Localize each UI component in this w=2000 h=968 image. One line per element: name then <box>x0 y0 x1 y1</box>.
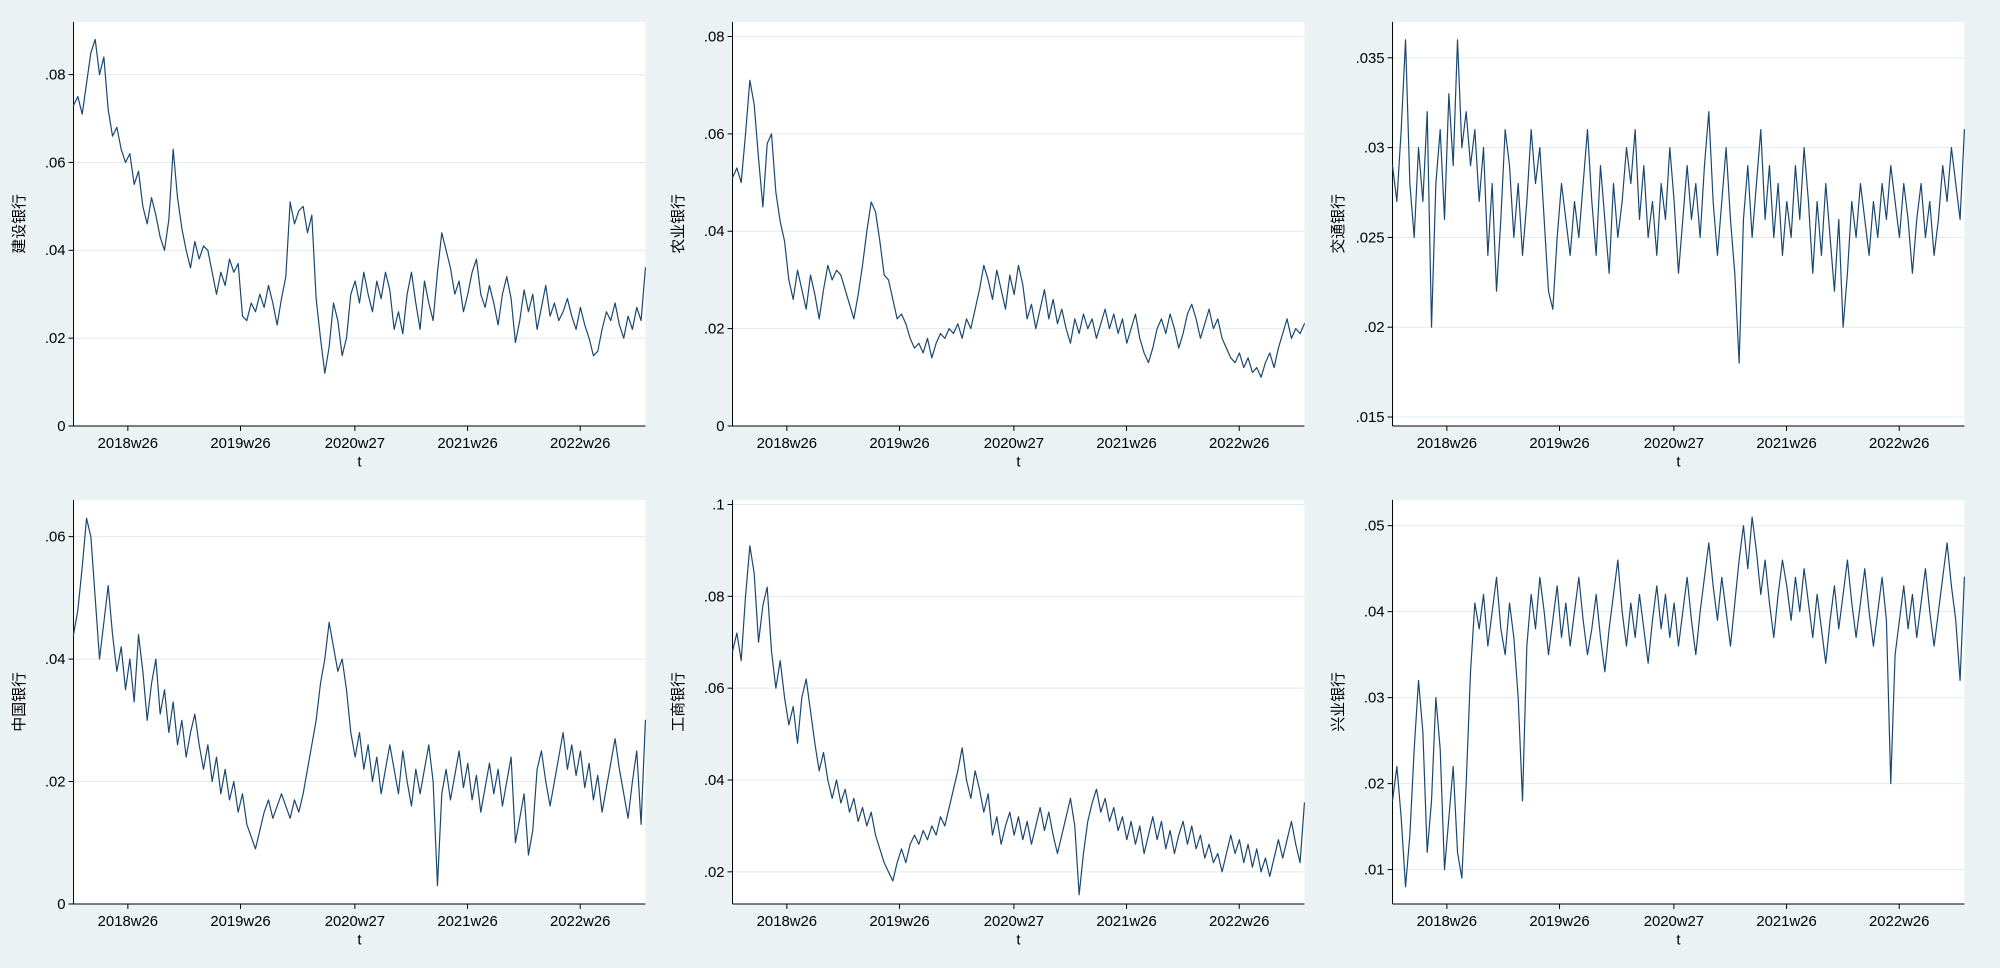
y-tick-label: .08 <box>704 589 725 605</box>
chart-svg: 0 .02 .04 .06 2018w26 2019w26 2020w27 2021w26 20… <box>11 499 647 948</box>
x-axis-title: t <box>1676 455 1681 471</box>
series-line <box>72 38 647 374</box>
y-tick-label: .06 <box>45 155 66 171</box>
y-tick-label: .02 <box>1364 320 1385 336</box>
y-tick-label: .08 <box>45 68 66 84</box>
x-tick-label: 2021w26 <box>1756 913 1816 929</box>
plot-area <box>732 499 1305 904</box>
chart-panel-ccb: 0 .02 .04 .06 .08 2018w26 2019w26 2020w27 2021w2… <box>8 8 658 476</box>
series-line <box>1391 516 1965 888</box>
y-tick-label: .04 <box>704 773 725 789</box>
y-axis-title: 工商银行 <box>670 672 687 732</box>
charts-grid: 0 .02 .04 .06 .08 2018w26 2019w26 2020w27 2021w2… <box>8 8 1976 954</box>
chart-svg: .015 .02 .025 .03 .035 2018w26 2019w26 2020w27 2… <box>1329 21 1965 471</box>
x-axis-title: t <box>1017 932 1022 948</box>
plot-area <box>1392 21 1965 426</box>
y-tick-label: 0 <box>57 419 65 435</box>
chart-panel-icbc: .02 .04 .06 .08 .1 2018w26 2019w26 2020w27 2021w… <box>667 485 1317 954</box>
x-tick-label: 2020w27 <box>325 436 385 452</box>
x-tick-label: 2020w27 <box>1643 913 1703 929</box>
chart-svg: 0 .02 .04 .06 .08 2018w26 2019w26 2020w27 2021w2… <box>670 21 1306 471</box>
y-tick-label: .02 <box>1364 776 1385 792</box>
x-tick-label: 2021w26 <box>437 436 497 452</box>
x-tick-label: 2022w26 <box>550 913 610 929</box>
x-axis-title: t <box>1017 455 1022 471</box>
chart-svg: .02 .04 .06 .08 .1 2018w26 2019w26 2020w27 2021w… <box>670 497 1306 948</box>
chart-panel-bocom: .015 .02 .025 .03 .035 2018w26 2019w26 2020w27 2… <box>1326 8 1976 476</box>
x-tick-label: 2020w27 <box>1643 436 1703 452</box>
series-line <box>732 544 1306 896</box>
x-tick-label: 2018w26 <box>757 913 817 929</box>
x-axis-title: t <box>1676 932 1681 948</box>
y-tick-label: .04 <box>1364 604 1385 620</box>
y-tick-label: .04 <box>704 224 725 240</box>
x-tick-label: 2019w26 <box>210 436 270 452</box>
x-tick-label: 2021w26 <box>1097 913 1157 929</box>
x-tick-label: 2018w26 <box>1416 913 1476 929</box>
chart-panel-cib: .01 .02 .03 .04 .05 2018w26 2019w26 2020w27 2021… <box>1326 485 1976 954</box>
plot-area <box>732 21 1305 426</box>
x-tick-label: 2022w26 <box>1869 913 1929 929</box>
y-tick-label: .1 <box>713 497 725 513</box>
y-tick-label: .03 <box>1364 690 1385 706</box>
chart-svg: .01 .02 .03 .04 .05 2018w26 2019w26 2020w27 2021… <box>1330 499 1965 948</box>
x-tick-label: 2022w26 <box>1209 913 1269 929</box>
y-tick-label: .035 <box>1355 51 1384 67</box>
y-tick-label: .02 <box>45 774 66 790</box>
y-tick-label: .025 <box>1355 230 1384 246</box>
x-tick-label: 2020w27 <box>325 913 385 929</box>
y-tick-label: 0 <box>717 419 725 435</box>
y-tick-label: .015 <box>1355 410 1384 426</box>
plot-area <box>73 499 646 904</box>
x-tick-label: 2020w27 <box>984 913 1044 929</box>
chart-svg: 0 .02 .04 .06 .08 2018w26 2019w26 2020w27 2021w2… <box>11 21 647 471</box>
y-tick-label: .06 <box>704 127 725 143</box>
series-line <box>72 517 647 886</box>
y-axis-title: 交通银行 <box>1329 194 1347 254</box>
x-tick-label: 2021w26 <box>1097 436 1157 452</box>
y-tick-label: .02 <box>704 322 725 338</box>
plot-area <box>73 21 646 426</box>
y-tick-label: .08 <box>704 29 725 45</box>
y-axis-title: 中国银行 <box>11 672 28 732</box>
chart-panel-boc: 0 .02 .04 .06 2018w26 2019w26 2020w27 2021w26 20… <box>8 485 658 954</box>
x-tick-label: 2019w26 <box>1529 436 1589 452</box>
y-tick-label: .06 <box>45 529 66 545</box>
chart-panel-abc: 0 .02 .04 .06 .08 2018w26 2019w26 2020w27 2021w2… <box>667 8 1317 476</box>
y-tick-label: .02 <box>704 864 725 880</box>
y-tick-label: .04 <box>45 652 66 668</box>
x-tick-label: 2022w26 <box>1209 436 1269 452</box>
y-axis-title: 建设银行 <box>11 194 28 254</box>
x-tick-label: 2019w26 <box>1529 913 1589 929</box>
x-tick-label: 2021w26 <box>1756 436 1816 452</box>
y-tick-label: .04 <box>45 243 66 259</box>
x-tick-label: 2018w26 <box>1416 436 1476 452</box>
x-tick-label: 2019w26 <box>870 913 930 929</box>
x-tick-label: 2020w27 <box>984 436 1044 452</box>
y-axis-title: 农业银行 <box>670 194 687 254</box>
x-tick-label: 2022w26 <box>550 436 610 452</box>
x-tick-label: 2021w26 <box>437 913 497 929</box>
x-axis-title: t <box>357 932 362 948</box>
x-tick-label: 2022w26 <box>1869 436 1929 452</box>
y-tick-label: .01 <box>1364 862 1385 878</box>
x-tick-label: 2019w26 <box>870 436 930 452</box>
series-line <box>732 79 1306 378</box>
y-tick-label: .02 <box>45 331 66 347</box>
y-axis-title: 兴业银行 <box>1330 672 1347 732</box>
x-tick-label: 2018w26 <box>98 436 158 452</box>
y-tick-label: .05 <box>1364 518 1385 534</box>
x-tick-label: 2018w26 <box>98 913 158 929</box>
y-tick-label: 0 <box>57 897 65 913</box>
x-tick-label: 2018w26 <box>757 436 817 452</box>
x-tick-label: 2019w26 <box>210 913 270 929</box>
x-axis-title: t <box>357 455 362 471</box>
y-tick-label: .06 <box>704 681 725 697</box>
plot-area <box>1392 499 1965 904</box>
series-line <box>1391 39 1965 364</box>
y-tick-label: .03 <box>1364 141 1385 157</box>
